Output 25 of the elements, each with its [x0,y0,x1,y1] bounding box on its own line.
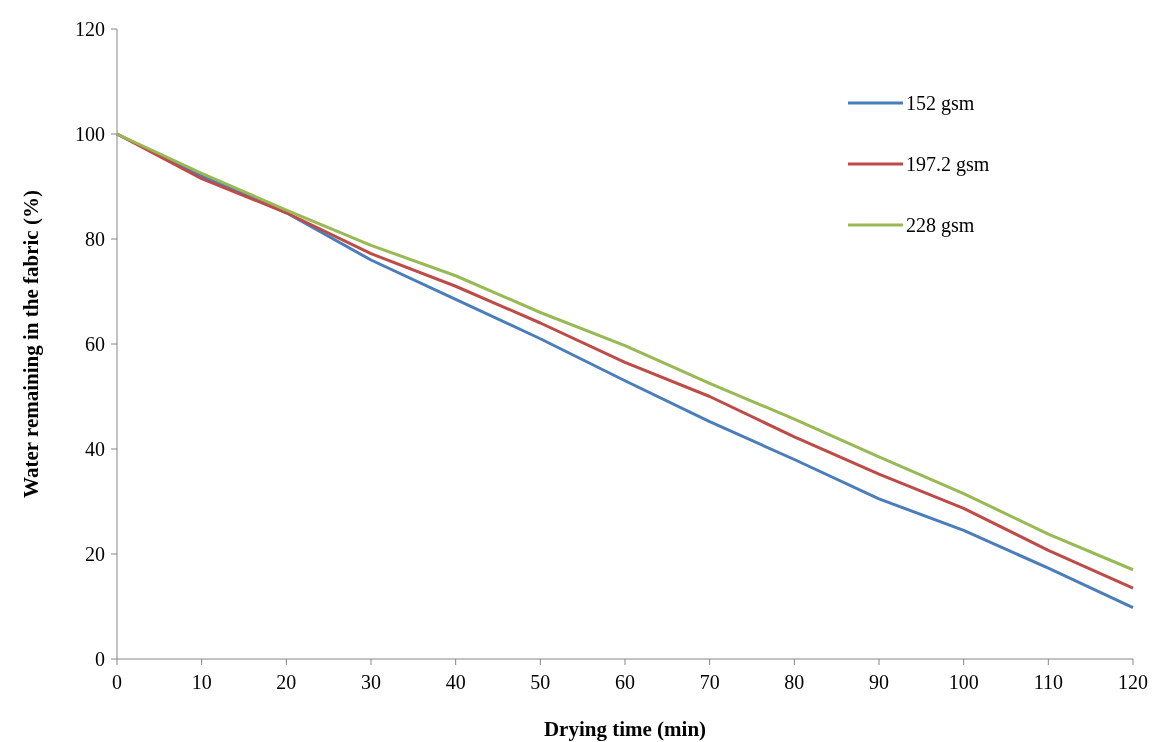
legend-label: 152 gsm [906,92,975,115]
legend-label: 197.2 gsm [906,153,990,176]
x-tick-label: 70 [699,671,720,693]
y-tick-label: 20 [85,543,105,565]
legend-label: 228 gsm [906,214,975,237]
y-tick-label: 100 [75,123,105,145]
y-tick-label: 80 [85,228,105,250]
x-tick-label: 0 [112,671,122,693]
x-tick-label: 80 [784,671,805,693]
x-tick-label: 50 [530,671,551,693]
x-tick-label: 10 [191,671,212,693]
y-tick-label: 120 [75,18,105,40]
x-tick-label: 30 [361,671,381,693]
x-tick-label: 60 [615,671,635,693]
x-tick-label: 90 [869,671,889,693]
y-tick-label: 60 [85,333,105,355]
x-tick-label: 110 [1033,671,1063,693]
y-tick-label: 0 [95,648,105,670]
y-tick-label: 40 [85,438,105,460]
x-tick-label: 120 [1118,671,1148,693]
x-tick-label: 100 [948,671,979,693]
x-tick-label: 40 [445,671,466,693]
y-axis-title: Water remaining in the fabric (%) [19,190,43,498]
x-axis-title: Drying time (min) [543,717,707,741]
x-tick-label: 20 [276,671,297,693]
